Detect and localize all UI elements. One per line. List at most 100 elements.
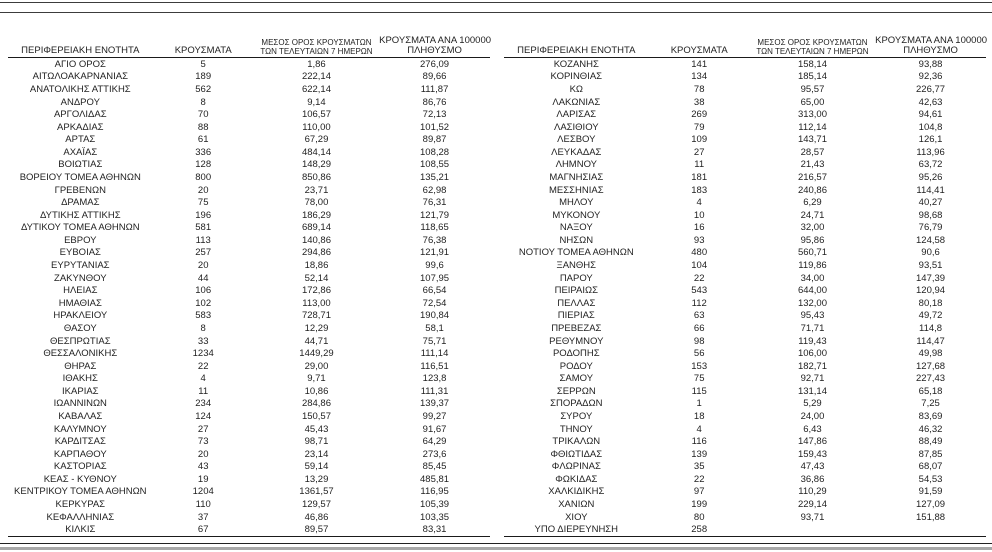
avg7-cell: 9,71 [307, 373, 326, 385]
region-cell: ΧΙΟΥ [565, 511, 588, 523]
avg7-cell: 12,29 [304, 322, 329, 334]
region-cell: ΜΕΣΣΗΝΙΑΣ [549, 184, 604, 196]
table-row: ΚΙΛΚΙΣ 67 89,57 83,31 [8, 523, 490, 536]
table-row: ΜΗΛΟΥ 4 6,29 40,27 [504, 196, 986, 209]
region-cell: ΙΩΑΝΝΙΝΩΝ [53, 398, 107, 410]
avg7-cell: 45,43 [304, 423, 329, 435]
cases-cell: 44 [197, 272, 209, 284]
avg7-cell: 560,71 [797, 247, 827, 259]
table-row: ΦΘΙΩΤΙΔΑΣ 139 159,43 87,85 [504, 448, 986, 461]
region-cell: ΖΑΚΥΝΘΟΥ [54, 272, 107, 284]
region-cell: ΔΥΤΙΚΗΣ ΑΤΤΙΚΗΣ [40, 209, 121, 221]
per100k-cell: 111,31 [420, 385, 449, 397]
avg7-cell: 29,00 [304, 360, 329, 372]
cases-cell: 106 [195, 285, 212, 297]
region-cell: ΗΛΕΙΑΣ [63, 285, 98, 297]
avg7-cell: 110,00 [302, 121, 331, 133]
cases-cell: 134 [691, 71, 708, 83]
cases-cell: 116 [691, 436, 707, 448]
avg7-cell: 23,71 [304, 184, 329, 196]
table-row: ΚΕΡΚΥΡΑΣ 110 129,57 105,39 [8, 498, 490, 511]
region-cell: ΧΑΝΙΩΝ [558, 499, 595, 511]
region-cell: ΣΕΡΡΩΝ [556, 385, 596, 397]
avg7-cell: 92,71 [800, 373, 825, 385]
avg7-cell: 52,14 [304, 272, 329, 284]
cases-cell: 20 [197, 260, 209, 272]
col-header-region: ΠΕΡΙΦΕΡΕΙΑΚΗ ΕΝΟΤΗΤΑ [21, 45, 140, 57]
per100k-cell: 7,25 [921, 398, 940, 410]
avg7-cell: 159,43 [797, 448, 827, 460]
per100k-cell: 226,77 [916, 83, 946, 95]
col-header-avg7-line1: ΜΕΣΟΣ ΟΡΟΣ ΚΡΟΥΣΜΑΤΩΝ [757, 38, 868, 48]
per100k-cell: 72,54 [422, 297, 447, 309]
per100k-cell: 123,8 [422, 373, 447, 385]
cases-cell: 112 [691, 297, 707, 309]
region-cell: ΘΕΣΣΑΛΟΝΙΚΗΣ [43, 348, 118, 360]
avg7-cell: 106,00 [797, 348, 827, 360]
table-row: ΛΕΥΚΑΔΑΣ 27 28,57 113,96 [504, 146, 986, 159]
per100k-cell: 126,1 [918, 134, 943, 146]
region-cell: ΜΥΚΟΝΟΥ [552, 209, 601, 221]
per100k-cell: 103,35 [420, 511, 450, 523]
avg7-cell: 222,14 [301, 71, 331, 83]
cases-cell: 16 [693, 222, 705, 234]
per100k-cell: 89,66 [422, 71, 447, 83]
region-cell: ΚΟΡΙΝΘΙΑΣ [550, 71, 603, 83]
avg7-cell: 113,00 [302, 297, 331, 309]
region-cell: ΕΒΡΟΥ [64, 234, 97, 246]
table-row: ΠΡΕΒΕΖΑΣ 66 71,71 114,8 [504, 322, 986, 335]
per100k-cell: 49,72 [918, 310, 943, 322]
per100k-cell: 114,8 [919, 322, 943, 334]
table-row: ΝΑΞΟΥ 16 32,00 76,79 [504, 222, 986, 235]
cases-cell: 196 [195, 209, 212, 221]
cases-cell: 128 [195, 159, 212, 171]
table-row: ΗΡΑΚΛΕΙΟΥ 583 728,71 190,84 [8, 310, 490, 323]
region-cell: ΛΕΣΒΟΥ [557, 134, 596, 146]
cases-cell: 79 [693, 121, 705, 133]
table-row: ΕΒΡΟΥ 113 140,86 76,38 [8, 234, 490, 247]
per100k-cell: 90,6 [921, 247, 940, 259]
table-row: ΑΡΓΟΛΙΔΑΣ 70 106,57 72,13 [8, 108, 490, 121]
table-row: ΦΛΩΡΙΝΑΣ 35 47,43 68,07 [504, 461, 986, 474]
cases-cell: 20 [197, 184, 209, 196]
avg7-cell: 24,71 [800, 209, 825, 221]
cases-cell: 109 [691, 134, 708, 146]
cases-cell: 63 [693, 310, 705, 322]
table-row: ΛΗΜΝΟΥ 11 21,43 63,72 [504, 159, 986, 172]
cases-cell: 11 [198, 385, 209, 397]
region-cell: ΠΕΛΛΑΣ [557, 297, 596, 309]
region-cell: ΘΗΡΑΣ [64, 360, 97, 372]
region-cell: ΓΡΕΒΕΝΩΝ [54, 184, 106, 196]
per100k-cell: 64,29 [422, 436, 447, 448]
cases-cell: 480 [691, 247, 708, 259]
avg7-cell: 34,00 [800, 272, 825, 284]
region-cell: ΝΗΣΩΝ [559, 234, 594, 246]
cases-cell: 93 [693, 234, 705, 246]
region-cell: ΚΕΑΣ - ΚΥΘΝΟΥ [43, 473, 117, 485]
region-cell: ΘΑΣΟΥ [63, 322, 97, 334]
region-cell: ΑΡΤΑΣ [65, 134, 96, 146]
table-row: ΜΕΣΣΗΝΙΑΣ 183 240,86 114,41 [504, 184, 986, 197]
cases-cell: 33 [197, 335, 209, 347]
per100k-cell: 111,14 [420, 348, 449, 360]
per100k-cell: 89,87 [422, 134, 447, 146]
cases-cell: 75 [693, 373, 705, 385]
avg7-cell: 284,86 [301, 398, 331, 410]
per100k-cell: 42,63 [918, 96, 943, 108]
cases-cell: 102 [195, 297, 212, 309]
avg7-cell: 89,57 [304, 524, 329, 536]
avg7-cell: 148,29 [301, 159, 331, 171]
cases-cell: 22 [693, 272, 705, 284]
avg7-cell: 6,29 [803, 197, 822, 209]
avg7-cell: 185,14 [797, 71, 827, 83]
avg7-cell: 6,43 [803, 423, 822, 435]
region-cell: ΣΑΜΟΥ [559, 373, 594, 385]
cases-cell: 258 [691, 524, 708, 536]
per100k-cell: 88,49 [918, 436, 943, 448]
per100k-cell: 273,6 [422, 448, 447, 460]
region-cell: ΘΕΣΠΡΩΤΙΑΣ [50, 335, 111, 347]
per100k-cell: 85,45 [422, 461, 447, 473]
per100k-cell: 93,51 [918, 260, 943, 272]
region-cell: ΤΗΝΟΥ [559, 423, 593, 435]
per100k-cell: 54,53 [918, 473, 943, 485]
